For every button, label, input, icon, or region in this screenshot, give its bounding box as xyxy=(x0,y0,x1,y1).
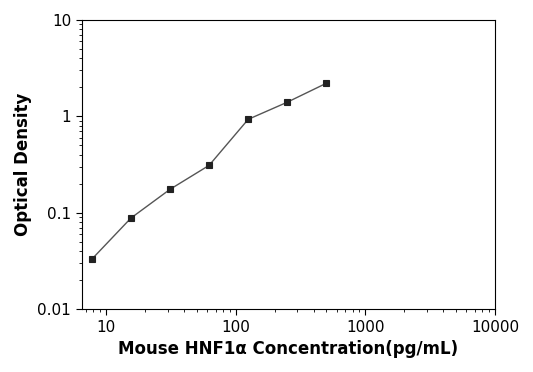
Y-axis label: Optical Density: Optical Density xyxy=(14,93,32,236)
X-axis label: Mouse HNF1α Concentration(pg/mL): Mouse HNF1α Concentration(pg/mL) xyxy=(118,340,458,358)
